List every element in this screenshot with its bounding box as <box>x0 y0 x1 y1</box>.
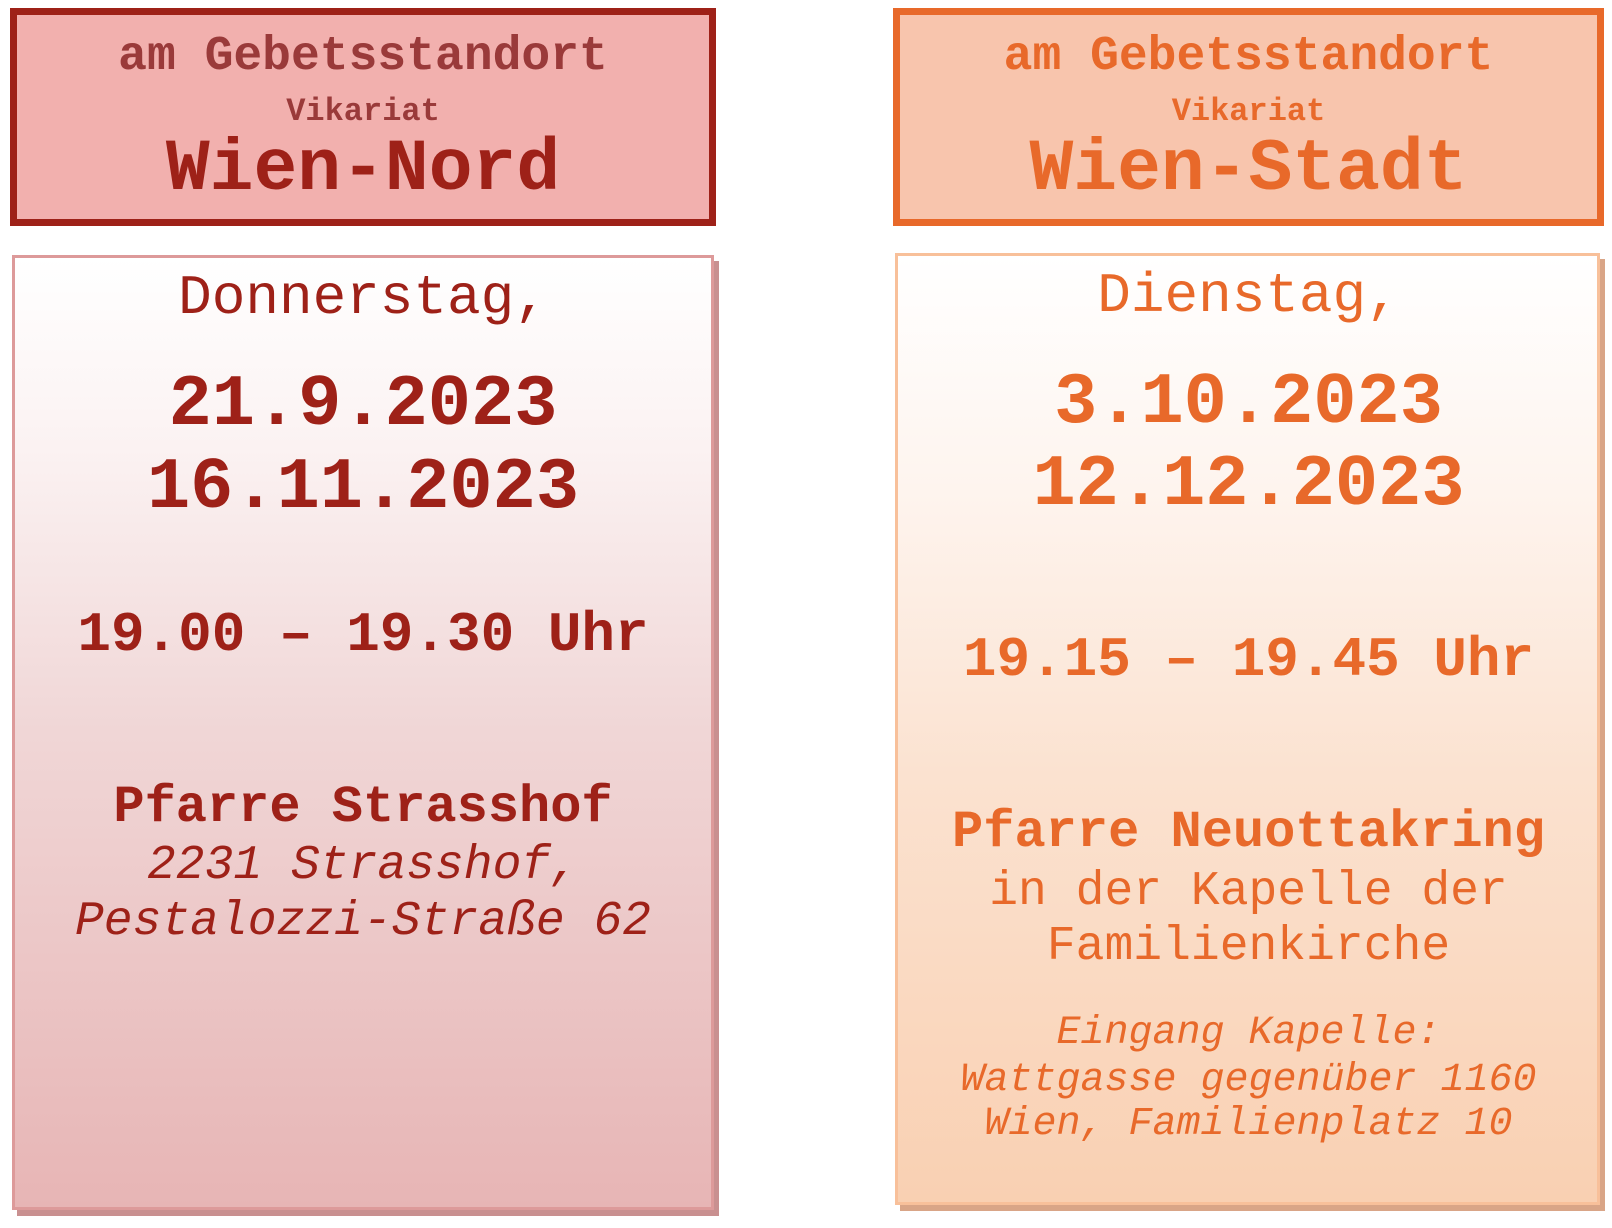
header-line1: am Gebetsstandort <box>1003 30 1494 84</box>
date-1: 21.9.2023 <box>168 364 558 446</box>
place: Pfarre Neuottakring <box>952 803 1545 862</box>
weekday: Donnerstag, <box>178 266 548 330</box>
place-detail-1: in der Kapelle der <box>989 865 1508 919</box>
address-line-2: Wattgasse gegenüber 1160 <box>960 1058 1537 1103</box>
header-title: Wien-Nord <box>165 128 561 211</box>
time: 19.00 – 19.30 Uhr <box>77 603 649 667</box>
header-title: Wien-Stadt <box>1029 128 1468 211</box>
header-line2: Vikariat <box>1171 93 1326 130</box>
place: Pfarre Strasshof <box>113 778 613 837</box>
header-wien-nord <box>10 8 716 226</box>
address-line-2: Pestalozzi-Straße 62 <box>74 895 652 949</box>
address-line-3: Wien, Familienplatz 10 <box>984 1102 1513 1147</box>
date-2: 16.11.2023 <box>146 447 580 529</box>
card-wien-nord <box>12 255 714 1210</box>
date-1: 3.10.2023 <box>1054 362 1443 444</box>
time: 19.15 – 19.45 Uhr <box>962 628 1535 692</box>
address-line-1: Eingang Kapelle: <box>1056 1011 1441 1056</box>
date-2: 12.12.2023 <box>1032 444 1465 526</box>
header-wien-stadt <box>893 8 1604 226</box>
weekday: Dienstag, <box>1097 264 1400 328</box>
address-line-1: 2231 Strasshof, <box>146 839 580 893</box>
header-line1: am Gebetsstandort <box>118 30 608 84</box>
card-wien-stadt <box>895 253 1600 1205</box>
place-detail-2: Familienkirche <box>1046 920 1451 974</box>
header-line2: Vikariat <box>286 93 440 130</box>
